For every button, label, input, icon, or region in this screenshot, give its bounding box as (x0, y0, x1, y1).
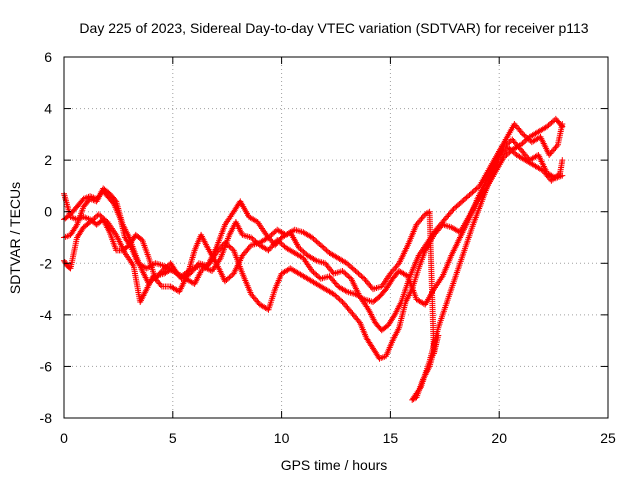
x-tick-label: 20 (491, 430, 507, 446)
y-tick-label: 0 (44, 204, 52, 220)
axis-ticks: 0 5 10 15 20 25 -8 -6 -4 -2 0 2 4 6 (40, 49, 616, 446)
x-tick-label: 5 (169, 430, 177, 446)
x-tick-label: 10 (274, 430, 290, 446)
y-tick-label: 4 (44, 101, 52, 117)
x-axis-label: GPS time / hours (281, 457, 388, 473)
y-tick-label: -4 (40, 307, 53, 323)
gridlines (64, 57, 608, 418)
y-tick-label: -6 (40, 358, 53, 374)
data-points (61, 115, 566, 403)
x-tick-label: 25 (600, 430, 616, 446)
chart-title: Day 225 of 2023, Sidereal Day-to-day VTE… (79, 20, 588, 36)
x-tick-label: 0 (60, 430, 68, 446)
y-axis-label: SDTVAR / TECUs (7, 182, 23, 294)
y-tick-label: -2 (40, 255, 53, 271)
x-tick-label: 15 (383, 430, 399, 446)
y-tick-label: -8 (40, 410, 53, 426)
plot-frame (63, 56, 609, 419)
y-tick-label: 2 (44, 152, 52, 168)
y-tick-label: 6 (44, 49, 52, 65)
